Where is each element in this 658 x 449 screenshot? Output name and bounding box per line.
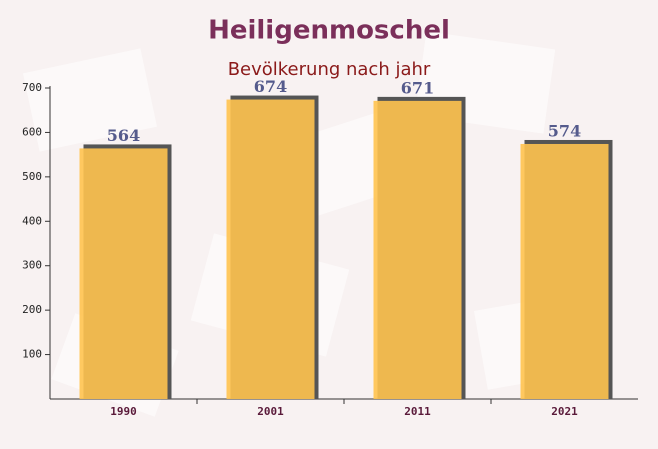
x-tick-label: 1990 <box>110 405 137 418</box>
x-tick-label: 2011 <box>404 405 431 418</box>
x-tick-label: 2021 <box>551 405 578 418</box>
y-tick-label: 700 <box>22 81 42 94</box>
chart-subtitle: Bevölkerung nach jahr <box>228 59 431 80</box>
value-label: 574 <box>548 121 581 140</box>
chart-title: Heiligenmoschel <box>208 16 450 46</box>
value-label: 674 <box>254 77 287 96</box>
y-tick-label: 300 <box>22 259 42 272</box>
value-label: 671 <box>401 78 434 97</box>
bar <box>373 100 462 400</box>
y-tick-label: 500 <box>22 170 42 183</box>
bar <box>79 148 168 399</box>
y-tick-label: 400 <box>22 214 42 227</box>
bar <box>226 99 315 400</box>
bar <box>520 143 609 399</box>
y-tick-label: 100 <box>22 348 42 361</box>
y-tick-label: 200 <box>22 303 42 316</box>
value-label: 564 <box>107 126 140 145</box>
x-tick-label: 2001 <box>257 405 284 418</box>
y-tick-label: 600 <box>22 125 42 138</box>
